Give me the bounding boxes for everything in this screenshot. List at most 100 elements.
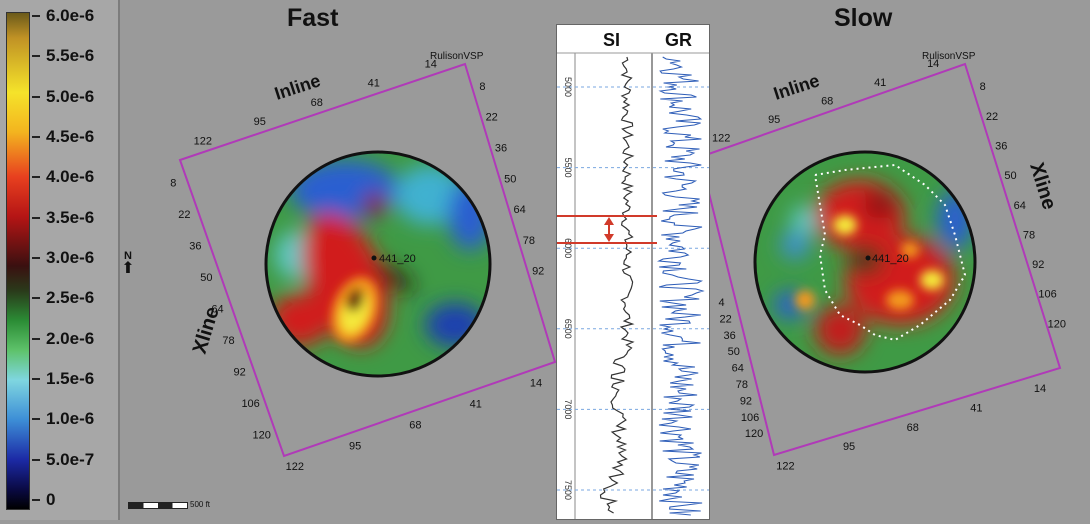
depth-label: 6000 (563, 238, 573, 258)
left-well-name: RulisonVSP (430, 51, 484, 62)
left-left-tick: 78 (222, 335, 234, 347)
right-left-tick: 64 (732, 363, 744, 375)
right-right-tick: 106 (1038, 289, 1056, 301)
right-top-tick: 122 (712, 133, 730, 145)
right-left-tick: 106 (741, 412, 759, 424)
right-top-tick: 68 (821, 95, 833, 107)
left-bottom-tick: 68 (409, 419, 421, 431)
right-top-tick: 41 (874, 77, 886, 89)
right-xline-label: Xline (1025, 160, 1060, 212)
right-velocity-disc (755, 152, 975, 372)
right-left-tick: 50 (728, 346, 740, 358)
left-right-tick: 50 (504, 173, 516, 185)
colorbar-tick (32, 95, 40, 98)
right-inline-label: Inline (771, 70, 822, 104)
left-left-tick: 22 (178, 209, 190, 221)
right-right-tick: 120 (1048, 318, 1066, 330)
colorbar-label: 1.5e-6 (46, 369, 95, 388)
colorbar-tick (32, 418, 40, 421)
right-right-tick: 8 (980, 81, 986, 93)
colorbar-label: 0 (46, 490, 56, 509)
right-left-tick: 36 (724, 330, 736, 342)
right-disc-outline (753, 150, 977, 374)
right-right-tick: 78 (1023, 229, 1035, 241)
left-left-tick: 64 (211, 304, 223, 316)
left-right-tick: 78 (523, 235, 535, 247)
colorbar-label: 5.0e-6 (46, 86, 95, 106)
arrow-up-icon: ⬆ (121, 260, 135, 277)
colorbar-tick (32, 55, 40, 58)
depth-label: 7000 (563, 399, 573, 419)
right-right-tick: 36 (995, 141, 1007, 153)
left-right-tick: 92 (532, 266, 544, 278)
colorbar-label: 4.0e-6 (46, 167, 95, 187)
left-bottom-tick: 95 (349, 440, 361, 452)
left-right-tick: 22 (486, 112, 498, 124)
colorbar-label: 2.0e-6 (46, 328, 95, 348)
colorbar-label: 3.0e-6 (46, 248, 95, 267)
left-well-point (371, 255, 377, 261)
left-right-tick: 8 (479, 81, 485, 93)
left-left-tick: 120 (253, 429, 271, 441)
right-bottom-tick: 68 (907, 422, 919, 434)
right-bottom-tick: 95 (843, 441, 855, 453)
colorbar-tick (32, 136, 40, 138)
depth-label: 6500 (563, 319, 573, 339)
right-right-tick: 92 (1032, 259, 1044, 271)
left-velocity-disc (266, 152, 490, 376)
north-label: N (124, 250, 132, 262)
colorbar-label: 1.0e-6 (46, 409, 95, 429)
gr-header: GR (665, 30, 692, 50)
left-top-tick: 122 (194, 135, 212, 147)
left-left-tick: 92 (233, 366, 245, 378)
colorbar-tick (32, 297, 40, 300)
right-left-tick: 92 (740, 395, 752, 407)
colorbar-tick (32, 337, 40, 340)
scale-bar (128, 502, 188, 509)
colorbar-tick (32, 499, 40, 501)
colorbar-gradient (6, 12, 30, 510)
colorbar: 6.0e-6 5.5e-6 5.0e-6 4.5e-6 4.0e-6 3.5e-6 3.0e… (0, 0, 120, 520)
left-left-tick: 50 (200, 272, 212, 284)
right-point-label: 441_20 (872, 253, 909, 265)
right-survey-frame (698, 62, 1062, 457)
colorbar-label: 5.5e-6 (46, 46, 95, 66)
right-right-tick: 22 (986, 111, 998, 123)
scale-label: 500 ft (190, 500, 211, 509)
right-bottom-tick: 14 (1034, 383, 1046, 395)
slow-title: Slow (834, 4, 893, 32)
well-log-svg: SI GR 5000 5500 6000 6500 7000 7500 (557, 30, 709, 519)
left-bottom-tick: 41 (470, 398, 482, 410)
left-top-tick: 68 (311, 97, 323, 109)
left-top-tick: 95 (254, 116, 266, 128)
colorbar-tick (32, 378, 40, 380)
left-top-tick: 14 (425, 59, 437, 71)
colorbar-label: 5.0e-7 (46, 449, 95, 469)
right-anomaly-outline (814, 163, 967, 342)
right-top-tick: 14 (927, 58, 939, 70)
left-left-tick: 8 (170, 178, 176, 190)
si-header: SI (603, 30, 620, 50)
right-left-tick: 78 (736, 379, 748, 391)
colorbar-tick (32, 458, 40, 461)
left-left-tick: 36 (189, 241, 201, 253)
si-curve (599, 56, 635, 514)
right-bottom-tick: 122 (776, 461, 794, 473)
colorbar-label: 6.0e-6 (46, 6, 95, 25)
right-left-tick: 120 (745, 428, 763, 440)
colorbar-label: 3.5e-6 (46, 207, 95, 227)
colorbar-tick (32, 257, 40, 259)
left-bottom-tick: 14 (530, 378, 542, 390)
left-left-tick: 106 (241, 398, 259, 410)
right-right-tick: 50 (1004, 170, 1016, 182)
right-right-tick: 64 (1014, 200, 1026, 212)
left-top-tick: 41 (368, 78, 380, 90)
colorbar-label: 4.5e-6 (46, 127, 95, 146)
north-arrow: N ⬆ (120, 250, 136, 277)
left-right-tick: 64 (513, 204, 525, 216)
left-right-tick: 36 (495, 142, 507, 154)
right-top-tick: 95 (768, 114, 780, 126)
left-bottom-tick: 122 (286, 461, 304, 473)
depth-label: 5000 (563, 77, 573, 97)
